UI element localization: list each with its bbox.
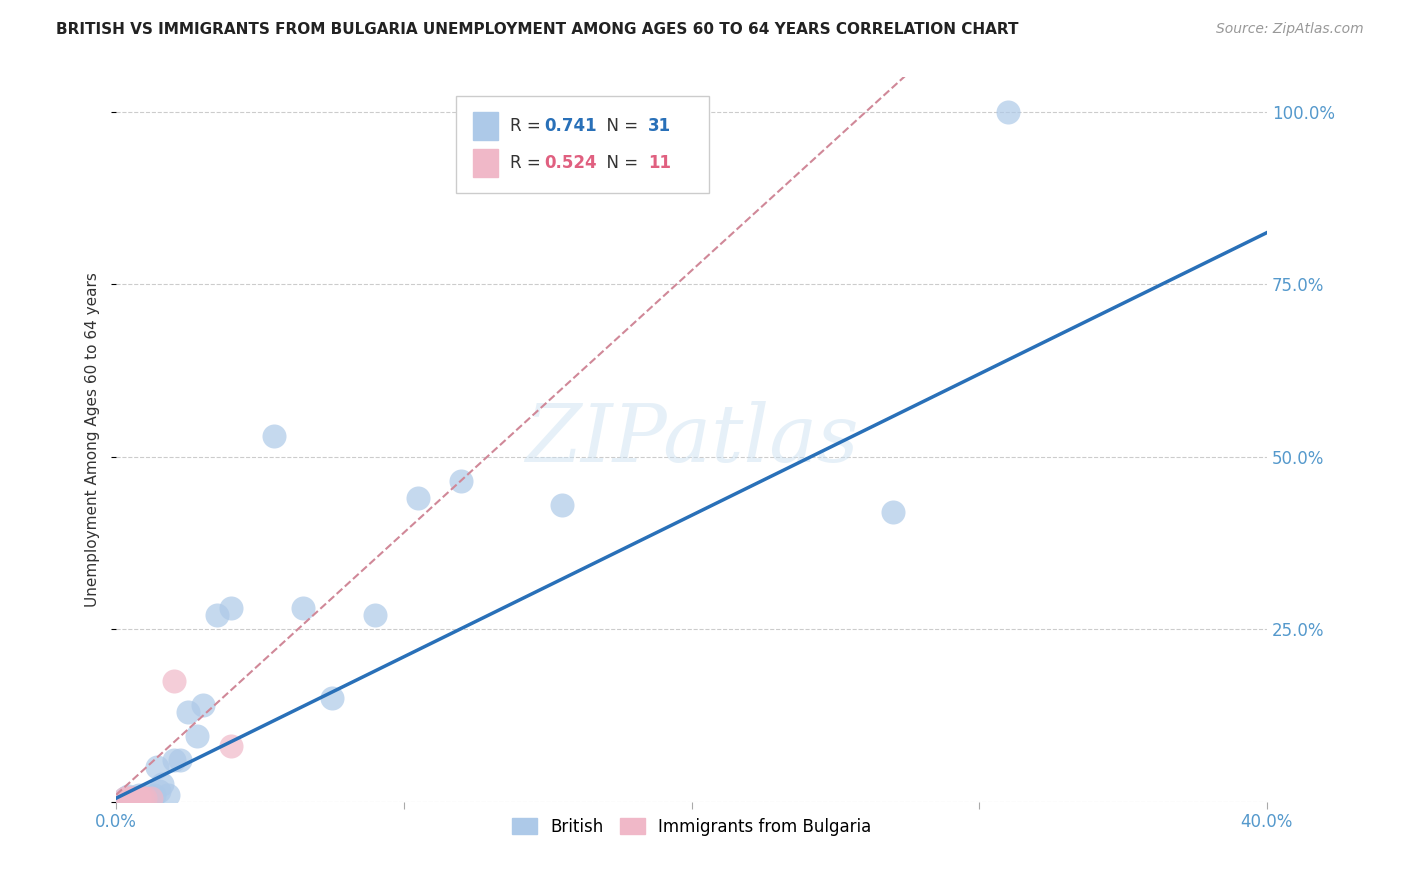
Point <box>125 791 148 805</box>
Point <box>148 784 170 798</box>
Text: R =: R = <box>510 154 546 172</box>
Point <box>128 788 150 802</box>
Text: 11: 11 <box>648 154 671 172</box>
Point <box>120 791 142 805</box>
Point <box>145 760 167 774</box>
Point <box>205 608 228 623</box>
Point <box>134 791 156 805</box>
FancyBboxPatch shape <box>472 149 498 177</box>
Text: 0.741: 0.741 <box>544 117 598 135</box>
Point <box>125 791 148 805</box>
Point <box>292 601 315 615</box>
Point <box>169 753 191 767</box>
Point <box>117 789 139 803</box>
Text: 0.524: 0.524 <box>544 154 598 172</box>
Text: BRITISH VS IMMIGRANTS FROM BULGARIA UNEMPLOYMENT AMONG AGES 60 TO 64 YEARS CORRE: BRITISH VS IMMIGRANTS FROM BULGARIA UNEM… <box>56 22 1019 37</box>
Point <box>134 791 156 805</box>
Point <box>163 673 186 688</box>
Point <box>163 753 186 767</box>
Point <box>131 791 153 805</box>
Point <box>882 505 904 519</box>
Point <box>221 601 243 615</box>
Point <box>122 791 145 805</box>
FancyBboxPatch shape <box>456 95 709 194</box>
Point <box>120 791 142 805</box>
Y-axis label: Unemployment Among Ages 60 to 64 years: Unemployment Among Ages 60 to 64 years <box>86 272 100 607</box>
Point <box>263 429 285 443</box>
Point <box>139 791 162 805</box>
Point <box>408 491 430 505</box>
Text: Source: ZipAtlas.com: Source: ZipAtlas.com <box>1216 22 1364 37</box>
Legend: British, Immigrants from Bulgaria: British, Immigrants from Bulgaria <box>503 809 880 844</box>
Point <box>150 777 173 791</box>
Point <box>136 788 159 802</box>
Point <box>122 791 145 805</box>
Text: N =: N = <box>596 117 644 135</box>
Point <box>131 791 153 805</box>
Point <box>364 608 387 623</box>
Point <box>997 104 1019 119</box>
Point <box>157 788 180 802</box>
Point <box>321 691 343 706</box>
Point <box>177 705 200 719</box>
Point <box>551 498 574 512</box>
Point <box>139 791 162 805</box>
Point <box>450 474 472 488</box>
Text: 31: 31 <box>648 117 671 135</box>
Point <box>128 791 150 805</box>
Point <box>191 698 214 712</box>
Point <box>221 739 243 754</box>
Point <box>186 729 208 743</box>
Text: R =: R = <box>510 117 546 135</box>
Point <box>114 791 136 805</box>
Text: ZIPatlas: ZIPatlas <box>524 401 858 478</box>
Point <box>117 791 139 805</box>
Point <box>114 791 136 805</box>
FancyBboxPatch shape <box>472 112 498 140</box>
Point <box>142 788 165 802</box>
Text: N =: N = <box>596 154 644 172</box>
